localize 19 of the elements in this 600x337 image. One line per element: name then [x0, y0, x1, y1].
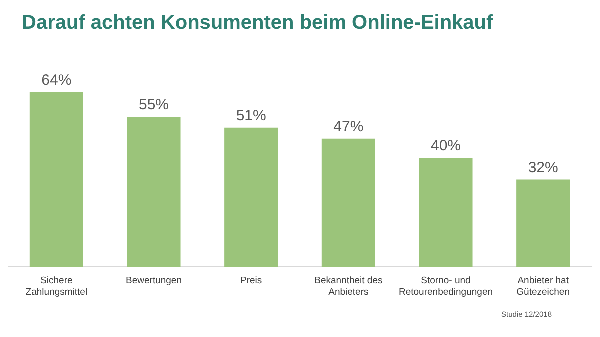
data-label: 51% [236, 108, 266, 125]
bar [224, 128, 278, 268]
bar [516, 180, 570, 268]
x-tick-label: Bekanntheit des Anbieters [314, 276, 383, 298]
data-label: 40% [430, 138, 462, 155]
x-tick-label: Anbieter hat Gütezeichen [516, 276, 570, 298]
chart-title: Darauf achten Konsumenten beim Online-Einkauf [22, 12, 494, 35]
data-label: 47% [334, 118, 364, 136]
bar [322, 138, 376, 268]
bar [30, 92, 84, 268]
x-tick-label: Storno- und Retourenbedingungen [398, 276, 494, 298]
x-tick-label: Preis [240, 276, 262, 287]
data-label: 55% [138, 96, 170, 114]
data-label: 32% [528, 159, 558, 176]
bar [419, 158, 473, 268]
x-tick-label: Bewertungen [126, 276, 182, 287]
data-label: 64% [42, 72, 72, 90]
bar [127, 116, 181, 268]
x-tick-label: Sichere Zahlungsmittel [26, 276, 88, 298]
